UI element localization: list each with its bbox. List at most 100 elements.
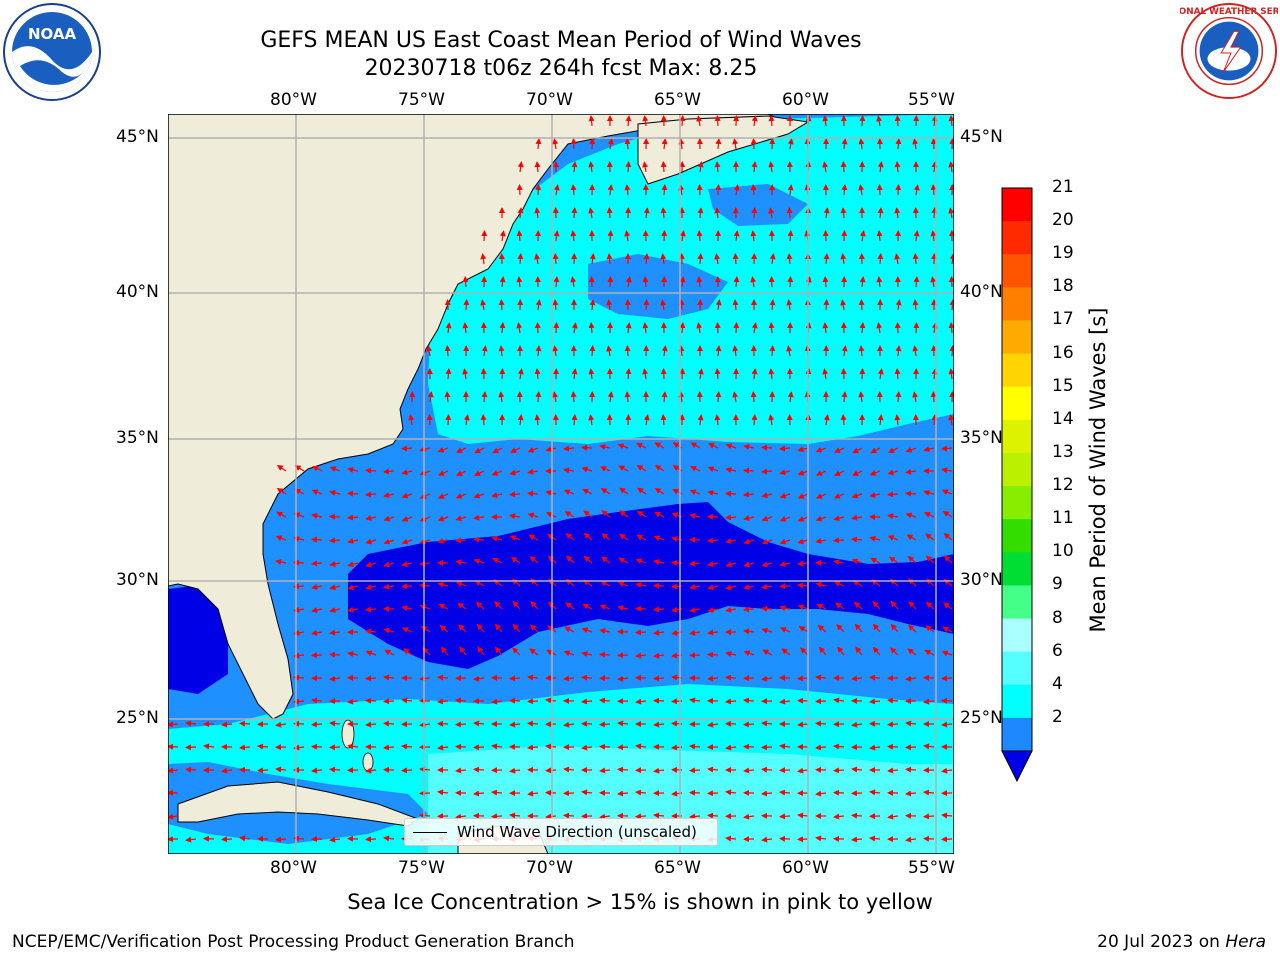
legend-line-icon [413,831,447,833]
lon-label-top: 80°W [270,90,317,110]
wind-wave-arrow [689,652,701,659]
wind-wave-arrow [689,560,701,567]
wind-wave-arrow [512,623,521,633]
wind-wave-arrow [913,184,920,196]
wind-wave-arrow [383,583,395,590]
lat-label-right: 30°N [960,570,1003,590]
wind-wave-arrow [625,322,632,334]
wind-wave-arrow [509,491,521,498]
wind-wave-arrow [797,697,809,704]
colorbar-segment [1002,486,1032,520]
wind-wave-arrow [516,322,523,334]
wind-wave-arrow [787,391,794,403]
wind-wave-arrow [689,583,701,590]
wind-wave-arrow [589,345,596,357]
wind-wave-arrow [653,535,665,542]
wind-wave-arrow [600,487,611,495]
wind-wave-arrow [690,465,701,472]
wind-wave-arrow [725,789,737,796]
wind-wave-arrow [617,766,629,773]
wind-wave-arrow [401,492,413,499]
wind-wave-arrow [689,607,701,613]
wind-wave-arrow [401,743,413,750]
wind-wave-arrow [768,414,775,426]
wind-wave-arrow [617,790,629,797]
colorbar-segment [1002,651,1032,686]
wind-wave-arrow [588,207,595,219]
wind-wave-arrow [635,743,647,750]
wind-wave-arrow [761,444,773,451]
wind-wave-arrow [403,648,413,656]
wind-wave-arrow [643,253,650,265]
wind-wave-arrow [408,414,415,426]
wind-wave-arrow [276,511,287,518]
wind-wave-arrow [751,115,758,127]
wind-wave-arrow [534,253,541,265]
wind-wave-arrow [635,813,647,820]
wind-wave-arrow [581,466,593,473]
wind-wave-arrow [329,466,341,473]
wind-wave-arrow [743,491,755,498]
wind-wave-arrow [697,207,704,219]
wind-wave-arrow [517,207,524,219]
wind-wave-arrow [761,766,773,773]
wind-wave-arrow [779,605,791,612]
wind-wave-arrow [635,582,647,588]
wind-wave-arrow [851,721,863,728]
wind-wave-arrow [619,510,629,518]
wind-wave-arrow [833,743,845,750]
legend-label: Wind Wave Direction (unscaled) [457,823,697,841]
colorbar-segment [1002,320,1032,355]
wind-wave-arrow [552,345,559,357]
wind-wave-arrow [816,603,827,610]
wind-wave-arrow [552,299,559,311]
wind-wave-arrow [714,322,721,334]
wind-wave-arrow [553,322,560,334]
wind-wave-arrow [743,767,755,774]
wind-wave-arrow [607,391,614,403]
wind-wave-arrow [750,184,757,196]
wind-wave-arrow [624,230,631,242]
wind-wave-arrow [168,767,179,774]
colorbar-tick-label: 6 [1052,640,1063,661]
wind-wave-arrow [401,697,413,704]
wind-wave-arrow [833,515,845,522]
wind-wave-arrow [707,490,719,496]
wind-wave-arrow [949,138,954,150]
wind-wave-arrow [588,414,595,426]
wind-wave-arrow [383,835,395,842]
wind-wave-arrow [473,766,485,773]
wind-wave-arrow [840,414,847,426]
wind-wave-arrow [494,623,503,633]
wind-wave-arrow [439,624,449,633]
wind-wave-arrow [455,515,467,522]
wind-wave-arrow [930,276,937,288]
wind-wave-arrow [907,648,917,656]
wind-wave-arrow [797,721,809,728]
wind-wave-arrow [707,812,719,819]
sea-ice-note: Sea Ice Concentration > 15% is shown in … [347,890,933,914]
wind-wave-arrow [517,414,524,426]
wind-wave-arrow [437,470,449,476]
wind-wave-arrow [552,391,559,403]
wind-wave-arrow [168,743,179,750]
wind-wave-arrow [347,466,359,473]
wind-wave-arrow [696,184,703,196]
wind-wave-arrow [275,559,287,565]
wind-wave-arrow [890,623,899,633]
wind-wave-arrow [599,466,611,472]
colorbar-tick-label: 13 [1052,441,1074,462]
wind-wave-arrow [437,674,449,681]
wind-wave-arrow [941,445,953,452]
wind-wave-arrow [725,467,737,473]
wind-wave-arrow [329,607,341,613]
wind-wave-arrow [661,184,668,196]
wind-wave-arrow [797,469,809,476]
wind-wave-arrow [714,207,721,219]
wind-wave-arrow [859,230,866,242]
wind-wave-arrow [383,515,395,522]
wind-wave-arrow [552,138,559,150]
wind-wave-arrow [661,230,668,242]
land-cuba [177,781,420,827]
